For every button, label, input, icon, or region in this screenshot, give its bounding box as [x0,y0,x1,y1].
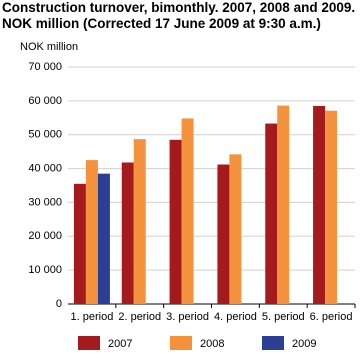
y-tick-label: 70 000 [28,61,62,73]
x-tick-label: 2. period [118,311,161,323]
bar [265,123,278,304]
x-tick-label: 5. period [262,311,305,323]
bar [181,118,194,304]
bar [325,110,338,304]
chart-title: Construction turnover, bimonthly. 2007, … [2,0,356,31]
bar [277,105,290,305]
legend-label: 2009 [292,338,316,350]
legend-label: 2008 [200,338,224,350]
x-tick-label: 4. period [214,311,257,323]
legend-swatch [78,336,100,350]
y-tick-label: 40 000 [28,162,62,174]
bar [217,164,230,304]
legend-label: 2007 [108,338,132,350]
x-tick-label: 3. period [166,311,209,323]
bar [229,154,242,304]
bar [97,173,110,304]
x-tick-label: 1. period [71,311,114,323]
bar [169,139,182,304]
y-tick-label: 20 000 [28,230,62,242]
y-axis-label: NOK million [20,41,78,53]
legend-swatch [170,336,192,350]
y-tick-label: 30 000 [28,196,62,208]
bar [313,105,326,304]
bar [133,139,146,304]
bar [85,160,98,304]
legend-swatch [262,336,284,350]
y-tick-label: 10 000 [28,264,62,276]
bar [73,183,86,304]
y-tick-label: 50 000 [28,129,62,141]
y-tick-label: 0 [56,298,62,310]
bar [121,162,134,304]
y-tick-label: 60 000 [28,95,62,107]
x-tick-label: 6. period [310,311,353,323]
